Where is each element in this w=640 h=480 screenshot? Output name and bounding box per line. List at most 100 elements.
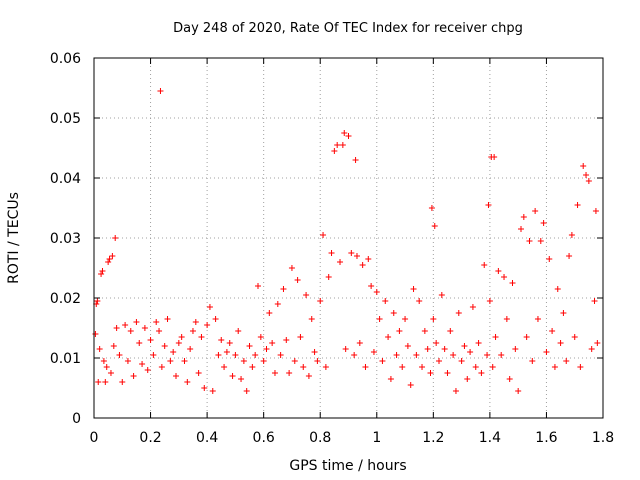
data-point (106, 256, 113, 262)
data-point (396, 328, 403, 334)
data-point (427, 370, 434, 376)
data-point (122, 322, 129, 328)
data-point (517, 226, 524, 232)
data-point (520, 214, 527, 220)
data-point (303, 292, 310, 298)
data-point (549, 328, 556, 334)
data-point (529, 358, 536, 364)
data-point (486, 298, 493, 304)
data-point (351, 352, 358, 358)
data-point (130, 373, 137, 379)
data-point (362, 364, 369, 370)
data-point (215, 352, 222, 358)
data-point (345, 133, 352, 139)
data-point (554, 286, 561, 292)
data-point (322, 364, 329, 370)
data-point (532, 208, 539, 214)
data-point (402, 316, 409, 322)
data-point (92, 331, 99, 337)
y-tick-label: 0.02 (50, 291, 81, 307)
data-point (557, 340, 564, 346)
data-point (105, 259, 112, 265)
data-point (585, 178, 592, 184)
data-point (458, 358, 465, 364)
y-tick-label: 0 (72, 411, 81, 427)
data-point (491, 154, 498, 160)
data-point (133, 319, 140, 325)
data-point (407, 382, 414, 388)
data-point (320, 232, 327, 238)
data-point (99, 268, 106, 274)
data-point (274, 301, 281, 307)
data-point (450, 352, 457, 358)
data-point (393, 352, 400, 358)
data-point (489, 364, 496, 370)
data-point (232, 352, 239, 358)
data-point (421, 328, 428, 334)
x-tick-label: 0.4 (196, 430, 218, 446)
data-point (252, 352, 259, 358)
data-point (300, 364, 307, 370)
data-point (243, 388, 250, 394)
data-point (382, 298, 389, 304)
data-point (560, 310, 567, 316)
data-point (399, 364, 406, 370)
data-point (356, 340, 363, 346)
data-point (331, 148, 338, 154)
data-point (94, 298, 101, 304)
y-tick-label: 0.01 (50, 351, 81, 367)
data-point (543, 349, 550, 355)
data-point (317, 298, 324, 304)
data-point (147, 337, 154, 343)
data-point (325, 274, 332, 280)
data-point (461, 343, 468, 349)
data-point (164, 316, 171, 322)
data-point (509, 280, 516, 286)
data-point (192, 319, 199, 325)
data-point (481, 262, 488, 268)
x-tick-label: 0.2 (139, 430, 161, 446)
data-point (119, 379, 126, 385)
data-point (249, 364, 256, 370)
data-point (221, 364, 228, 370)
data-point (410, 286, 417, 292)
data-point (102, 379, 109, 385)
data-point (385, 334, 392, 340)
data-point (294, 277, 301, 283)
data-point (277, 352, 284, 358)
data-point (328, 250, 335, 256)
y-tick-label: 0.06 (50, 51, 81, 67)
data-point (438, 292, 445, 298)
data-point (218, 337, 225, 343)
y-tick-label: 0.03 (50, 231, 81, 247)
x-tick-label: 1.6 (535, 430, 557, 446)
data-point (571, 334, 578, 340)
data-point (485, 202, 492, 208)
data-point (240, 358, 247, 364)
data-point (198, 334, 205, 340)
data-point (255, 283, 262, 289)
data-point (424, 346, 431, 352)
data-point (257, 334, 264, 340)
data-point (127, 328, 134, 334)
y-tick-label: 0.05 (50, 111, 81, 127)
data-point (455, 310, 462, 316)
data-point (95, 379, 102, 385)
data-point (495, 268, 502, 274)
data-point (431, 223, 438, 229)
data-point (551, 364, 558, 370)
data-point (594, 340, 601, 346)
data-point (540, 220, 547, 226)
x-tick-label: 1 (372, 430, 381, 446)
data-point (226, 340, 233, 346)
data-point (435, 358, 442, 364)
data-point (373, 289, 380, 295)
data-point (433, 340, 440, 346)
data-point (173, 373, 180, 379)
data-point (583, 172, 590, 178)
data-point (475, 340, 482, 346)
data-point (501, 274, 508, 280)
data-point (478, 370, 485, 376)
data-point (467, 349, 474, 355)
data-point (441, 346, 448, 352)
